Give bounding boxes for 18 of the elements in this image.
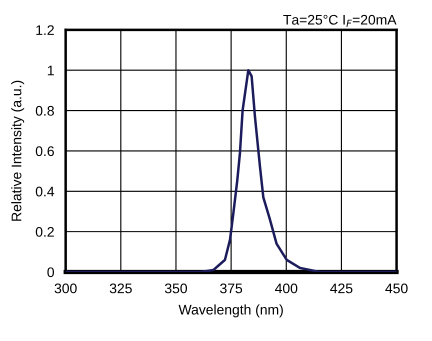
x-tick-label: 350 [164,283,188,294]
y-tick-label: 0 [47,267,54,278]
y-tick-label: 1.2 [36,25,54,35]
x-tick-label: 400 [275,283,298,294]
y-tick-label: 1 [48,66,54,76]
x-tick-label: 375 [220,283,242,294]
y-tick-label: 0.2 [36,226,54,237]
x-tick-label: 325 [110,283,132,294]
y-tick-label: 0.4 [36,186,54,196]
x-axis-title: Wavelength (nm) [178,304,283,318]
x-tick-label: 300 [54,283,77,294]
text: Ta=25°C I$_{F}$=20mA [283,14,397,27]
y-tick-label: 0.8 [36,106,54,116]
x-tick-label: 425 [330,283,352,294]
y-tick-label: 0.6 [36,146,54,156]
x-tick-label: 450 [385,283,408,294]
line-series [66,68,397,272]
y-axis-title: Relative Intensity (a.u.) [11,80,24,221]
